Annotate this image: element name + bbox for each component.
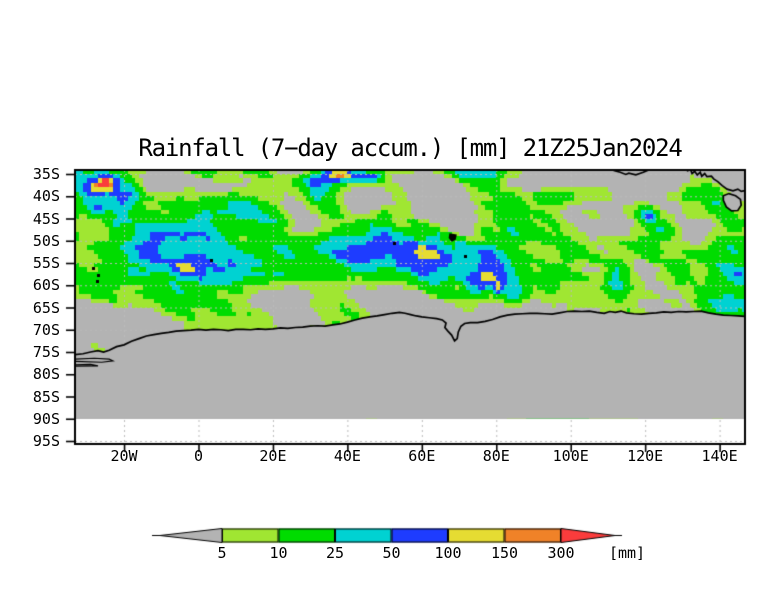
lon-tick-label: 40E bbox=[333, 447, 361, 465]
lon-tick-label: 140E bbox=[701, 447, 738, 465]
colorbar-tick-label: 25 bbox=[325, 544, 345, 562]
lat-tick-label: 55S bbox=[32, 254, 60, 272]
lon-tick-label: 0 bbox=[193, 447, 204, 465]
lat-tick-label: 45S bbox=[32, 209, 60, 228]
colorbar-tick-label: 300 bbox=[547, 544, 575, 562]
colorbar-unit-label: [mm] bbox=[608, 544, 646, 562]
lon-tick-label: 20W bbox=[110, 447, 138, 465]
colorbar-tick-label: 50 bbox=[382, 544, 401, 562]
lon-tick-label: 100E bbox=[552, 447, 589, 465]
lat-tick-label: 75S bbox=[32, 343, 60, 361]
lat-tick-label: 70S bbox=[32, 320, 60, 339]
lat-tick-label: 65S bbox=[32, 298, 60, 317]
lon-tick-label: 80E bbox=[482, 447, 510, 465]
figure-title: Rainfall (7−day accum.) [mm] 21Z25Jan202… bbox=[138, 134, 682, 162]
lat-tick-label: 80S bbox=[32, 365, 60, 384]
lon-tick-label: 60E bbox=[408, 447, 436, 465]
lat-tick-label: 50S bbox=[32, 231, 60, 250]
lon-tick-label: 120E bbox=[627, 447, 664, 465]
colorbar-tick-label: 100 bbox=[434, 544, 462, 562]
colorbar-tick-label: 5 bbox=[217, 544, 227, 562]
lat-tick-label: 60S bbox=[32, 276, 60, 295]
colorbar-tick-label: 10 bbox=[269, 544, 288, 562]
lon-tick-label: 20E bbox=[259, 447, 287, 465]
lat-tick-label: 85S bbox=[32, 387, 60, 406]
lat-tick-label: 95S bbox=[32, 432, 60, 450]
lat-tick-label: 90S bbox=[32, 409, 60, 428]
lat-tick-label: 40S bbox=[32, 187, 60, 206]
lat-tick-label: 35S bbox=[32, 165, 60, 183]
colorbar-tick-label: 150 bbox=[490, 544, 519, 562]
